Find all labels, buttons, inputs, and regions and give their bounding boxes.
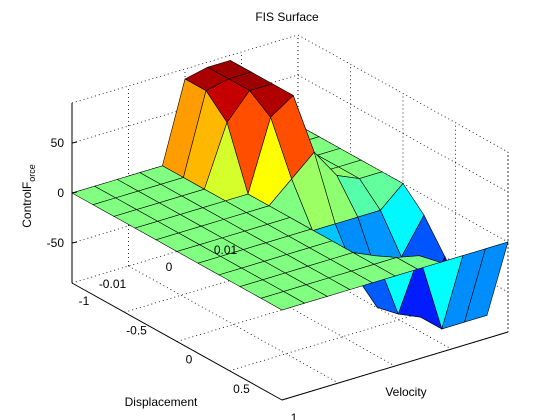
velocity-axis-line bbox=[281, 331, 509, 401]
chart-title: FIS Surface bbox=[255, 10, 319, 24]
z-axis-label: ControlForce bbox=[20, 164, 37, 228]
displacement-tick-label: 0 bbox=[166, 260, 173, 274]
z-tick-label: 50 bbox=[51, 136, 65, 150]
displacement-tick-label: -0.01 bbox=[99, 277, 127, 291]
tick-labels: -50 0 50 -0.01 0 0.01 -1 -0.5 0 0.5 1 bbox=[47, 136, 298, 420]
velocity-tick-label: 1 bbox=[291, 411, 298, 420]
velocity-tick-label: -0.5 bbox=[126, 323, 147, 337]
surface-face bbox=[260, 291, 306, 311]
z-tick bbox=[71, 191, 78, 194]
z-axis-label-sub: orce bbox=[27, 164, 37, 182]
z-tick-label: -50 bbox=[47, 236, 65, 250]
velocity-tick-label: -1 bbox=[79, 294, 90, 308]
z-tick bbox=[71, 141, 78, 144]
z-tick bbox=[71, 241, 78, 244]
svg-text:ControlForce: ControlForce bbox=[20, 164, 37, 228]
grid-line bbox=[71, 34, 299, 104]
surface-mesh bbox=[71, 59, 509, 330]
z-axis-label-main: ControlF bbox=[20, 182, 34, 228]
y-axis-label: Displacement bbox=[125, 395, 198, 409]
displacement-tick-label: 0.01 bbox=[214, 243, 238, 257]
velocity-tick-label: 0 bbox=[186, 353, 193, 367]
displacement-axis-line bbox=[71, 282, 283, 401]
x-axis-label: Velocity bbox=[385, 385, 426, 399]
velocity-tick-label: 0.5 bbox=[233, 382, 250, 396]
z-tick-label: 0 bbox=[57, 186, 64, 200]
grid-line bbox=[128, 265, 339, 384]
grid-line bbox=[297, 34, 509, 153]
